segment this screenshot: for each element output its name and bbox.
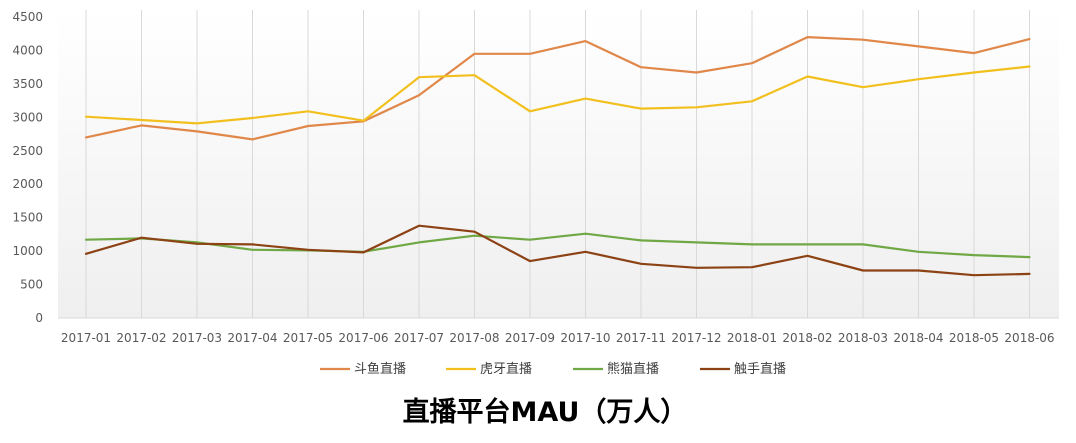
x-axis-ticks: 2017-01 2017-02 2017-03 2017-04 2017-05 2017-… (61, 331, 1055, 345)
series-line (84, 224, 1031, 277)
y-tick-label: 1500 (12, 211, 43, 225)
x-tick-label: 2018-05 (949, 331, 999, 345)
plot-area (58, 10, 1059, 318)
x-tick-label: 2017-04 (227, 331, 277, 345)
x-tick-label: 2017-02 (116, 331, 166, 345)
x-tick-label: 2017-10 (560, 331, 610, 345)
x-tick-label: 2018-01 (727, 331, 777, 345)
y-tick-label: 4500 (12, 10, 43, 24)
legend-label: 斗鱼直播 (354, 361, 406, 377)
legend-label: 熊猫直播 (607, 361, 659, 377)
x-tick-label: 2017-06 (338, 331, 388, 345)
x-tick-label: 2018-04 (893, 331, 943, 345)
y-tick-label: 3000 (12, 110, 43, 124)
y-tick-label: 4000 (12, 43, 43, 57)
x-tick-label: 2017-11 (616, 331, 666, 345)
y-tick-label: 2500 (12, 144, 43, 158)
y-axis-ticks: 0 500 1000 1500 2000 2500 3000 3500 4000 4500 (12, 10, 43, 325)
legend-label: 触手直播 (734, 362, 786, 377)
x-tick-label: 2018-06 (1004, 331, 1054, 345)
series-lines (84, 35, 1031, 277)
x-tick-label: 2017-01 (61, 331, 111, 345)
x-tick-label: 2017-12 (671, 331, 721, 345)
legend: 斗鱼直播 虎牙直播 熊猫直播 触手直播 (320, 361, 786, 377)
x-tick-label: 2017-07 (394, 331, 444, 345)
legend-label: 虎牙直播 (480, 362, 532, 377)
x-tick-label: 2017-08 (449, 331, 499, 345)
chart-title: 直播平台MAU（万人） (403, 396, 688, 428)
series-line (84, 65, 1031, 125)
y-tick-label: 2000 (12, 177, 43, 191)
x-tick-label: 2017-05 (283, 331, 333, 345)
x-tick-label: 2017-03 (172, 331, 222, 345)
y-tick-label: 500 (20, 278, 43, 292)
y-tick-label: 3500 (12, 77, 43, 91)
y-tick-label: 1000 (12, 244, 43, 258)
x-tick-label: 2017-09 (505, 331, 555, 345)
y-tick-label: 0 (35, 311, 43, 325)
series-line (84, 35, 1031, 141)
series-line (84, 232, 1031, 259)
x-tick-label: 2018-03 (838, 331, 888, 345)
x-tick-label: 2018-02 (782, 331, 832, 345)
